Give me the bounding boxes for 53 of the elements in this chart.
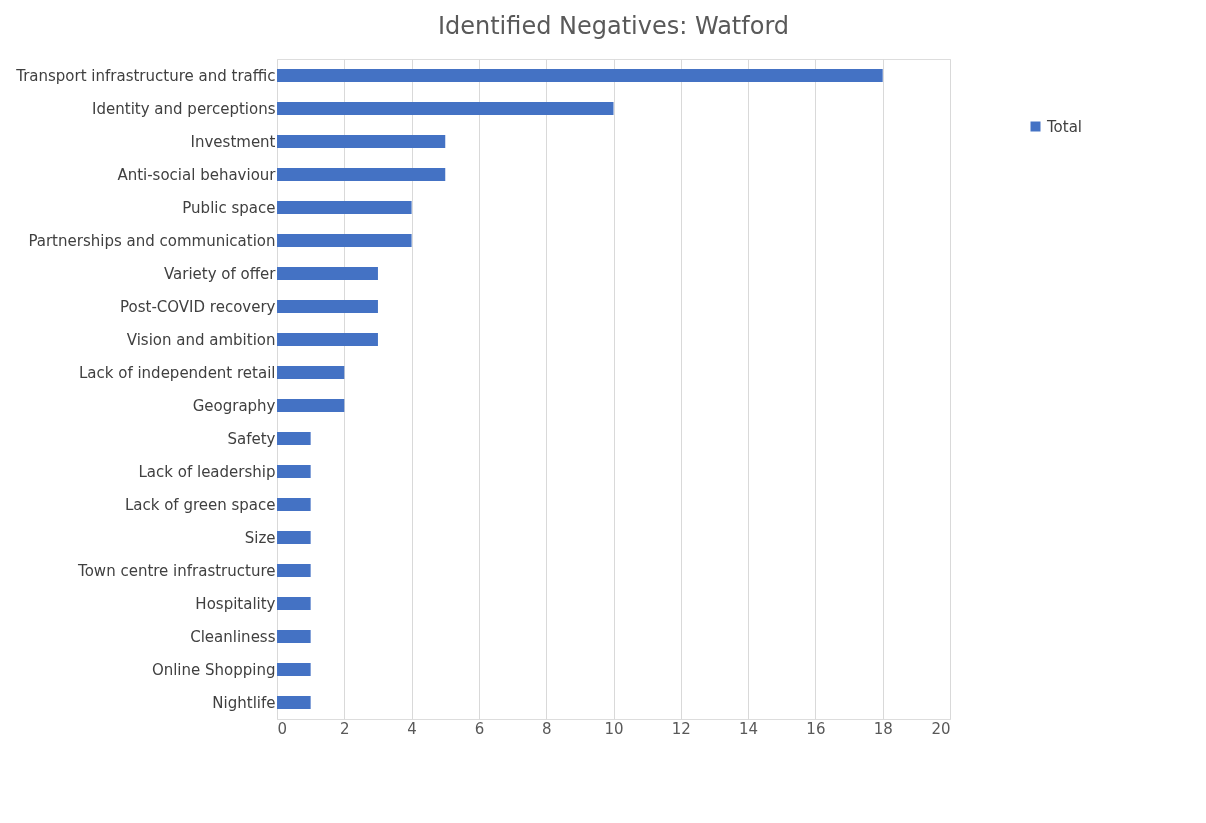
bar (277, 663, 311, 676)
bar (277, 267, 378, 280)
x-tick-label: 8 (541, 719, 552, 738)
x-tick-label: 18 (873, 719, 893, 738)
x-tick-label: 6 (474, 719, 485, 738)
x-tick-label: 12 (671, 719, 691, 738)
y-tick-label: Hospitality (195, 594, 276, 613)
bar (277, 432, 311, 445)
x-tick-label: 16 (806, 719, 826, 738)
bar (277, 234, 412, 247)
y-tick-label: Lack of independent retail (78, 363, 276, 382)
y-tick-label: Post-COVID recovery (120, 297, 276, 316)
x-tick-label: 20 (931, 719, 951, 738)
y-tick-label: Vision and ambition (126, 330, 276, 349)
y-tick-label: Anti-social behaviour (117, 165, 277, 184)
bar (277, 102, 614, 115)
chart-title: Identified Negatives: Watford (437, 12, 790, 40)
bar (277, 135, 446, 148)
legend-label: Total (1046, 117, 1083, 136)
bar (277, 300, 378, 313)
x-tick-label: 0 (277, 719, 288, 738)
bar (277, 465, 311, 478)
y-tick-label: Size (244, 528, 276, 547)
bar (277, 366, 345, 379)
y-tick-label: Cleanliness (190, 627, 276, 646)
bar (277, 564, 311, 577)
y-tick-label: Lack of green space (124, 495, 276, 514)
bar (277, 168, 446, 181)
y-tick-label: Public space (182, 198, 276, 217)
y-tick-label: Partnerships and communication (28, 231, 276, 250)
bar (277, 498, 311, 511)
x-tick-label: 14 (739, 719, 759, 738)
y-tick-label: Transport infrastructure and traffic (15, 66, 276, 85)
y-tick-label: Nightlife (212, 693, 276, 712)
x-tick-label: 2 (340, 719, 350, 738)
bar (277, 696, 311, 709)
bar (277, 630, 311, 643)
y-tick-label: Variety of offer (163, 264, 277, 283)
bar (277, 531, 311, 544)
bar (277, 399, 345, 412)
x-tick-label: 10 (604, 719, 624, 738)
y-tick-label: Town centre infrastructure (77, 561, 276, 580)
bar (277, 201, 412, 214)
y-tick-label: Investment (190, 132, 276, 151)
y-tick-label: Lack of leadership (138, 462, 276, 481)
bar (277, 333, 378, 346)
x-tick-label: 4 (407, 719, 417, 738)
y-tick-label: Safety (227, 429, 276, 448)
bar (277, 69, 883, 82)
y-tick-label: Identity and perceptions (92, 99, 276, 118)
bar (277, 597, 311, 610)
y-tick-label: Geography (192, 396, 276, 415)
y-tick-label: Online Shopping (151, 660, 276, 679)
